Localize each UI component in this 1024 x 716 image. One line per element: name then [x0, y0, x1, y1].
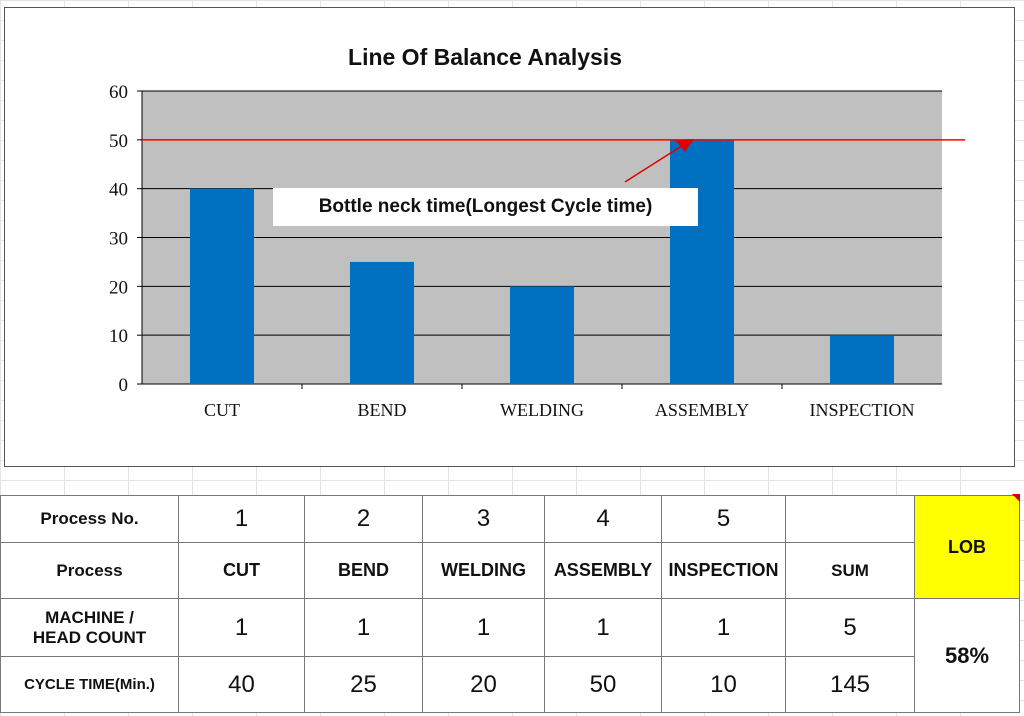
process-no-cell[interactable]: 3: [422, 495, 545, 543]
annotation-arrowhead: [676, 138, 694, 152]
y-tick-label: 50: [109, 131, 128, 152]
y-tick-label: 10: [109, 326, 128, 347]
bar: [350, 261, 414, 384]
sum-label-cell[interactable]: SUM: [785, 542, 915, 599]
machine-head-count-label: MACHINE / HEAD COUNT: [0, 598, 179, 657]
machine-count-cell[interactable]: 1: [661, 598, 786, 657]
y-tick-label: 60: [109, 82, 128, 103]
cycle-time-cell[interactable]: 50: [544, 656, 662, 713]
y-tick-label: 0: [119, 375, 129, 396]
annotation-arrow-shaft: [624, 143, 686, 183]
process-no-cell[interactable]: 5: [661, 495, 786, 543]
machine-label-line1: MACHINE /: [45, 607, 134, 627]
x-tick-label: WELDING: [500, 400, 584, 420]
x-tick-label: CUT: [204, 400, 240, 420]
empty-cell[interactable]: [785, 495, 915, 543]
lob-table: Process No. 1 2 3 4 5 LOB Process CUT BE…: [0, 495, 1020, 713]
process-name-cell[interactable]: ASSEMBLY: [544, 542, 662, 599]
process-no-label: Process No.: [0, 495, 179, 543]
y-tick-label: 30: [109, 229, 128, 250]
lob-label-cell[interactable]: LOB: [914, 495, 1020, 599]
machine-label-line2: HEAD COUNT: [32, 627, 147, 647]
cycle-sum-cell[interactable]: 145: [785, 656, 915, 713]
process-label: Process: [0, 542, 179, 599]
lob-value-cell[interactable]: 58%: [914, 598, 1020, 713]
bottleneck-annotation: Bottle neck time(Longest Cycle time): [273, 188, 698, 226]
y-tick-label: 20: [109, 277, 128, 298]
process-no-cell[interactable]: 1: [178, 495, 305, 543]
comment-marker-icon: [1012, 494, 1020, 502]
cycle-time-cell[interactable]: 20: [422, 656, 545, 713]
bar: [830, 335, 894, 384]
bar: [190, 188, 254, 384]
machine-count-cell[interactable]: 1: [422, 598, 545, 657]
process-no-cell[interactable]: 4: [544, 495, 662, 543]
x-tick-label: BEND: [358, 400, 407, 420]
cycle-time-label: CYCLE TIME(Min.): [0, 656, 179, 713]
machine-count-cell[interactable]: 1: [544, 598, 662, 657]
cycle-time-cell[interactable]: 25: [304, 656, 423, 713]
bar: [510, 286, 574, 384]
bar-chart: 0 10 20 30 40 50 60 CUT BEND WELDING ASSEMBLY INSPE…: [109, 82, 965, 420]
machine-sum-cell[interactable]: 5: [785, 598, 915, 657]
process-name-cell[interactable]: WELDING: [422, 542, 545, 599]
machine-count-cell[interactable]: 1: [178, 598, 305, 657]
process-name-cell[interactable]: INSPECTION: [661, 542, 786, 599]
x-tick-label: INSPECTION: [809, 400, 914, 420]
process-name-cell[interactable]: CUT: [178, 542, 305, 599]
process-name-cell[interactable]: BEND: [304, 542, 423, 599]
cycle-time-cell[interactable]: 10: [661, 656, 786, 713]
bar: [670, 139, 734, 384]
chart-title: Line Of Balance Analysis: [348, 44, 622, 70]
process-no-cell[interactable]: 2: [304, 495, 423, 543]
cycle-time-cell[interactable]: 40: [178, 656, 305, 713]
y-tick-label: 40: [109, 180, 128, 201]
chart-area[interactable]: 0 10 20 30 40 50 60 CUT BEND WELDING ASSEMBLY INSPE…: [4, 7, 1015, 467]
x-tick-label: ASSEMBLY: [655, 400, 749, 420]
machine-count-cell[interactable]: 1: [304, 598, 423, 657]
